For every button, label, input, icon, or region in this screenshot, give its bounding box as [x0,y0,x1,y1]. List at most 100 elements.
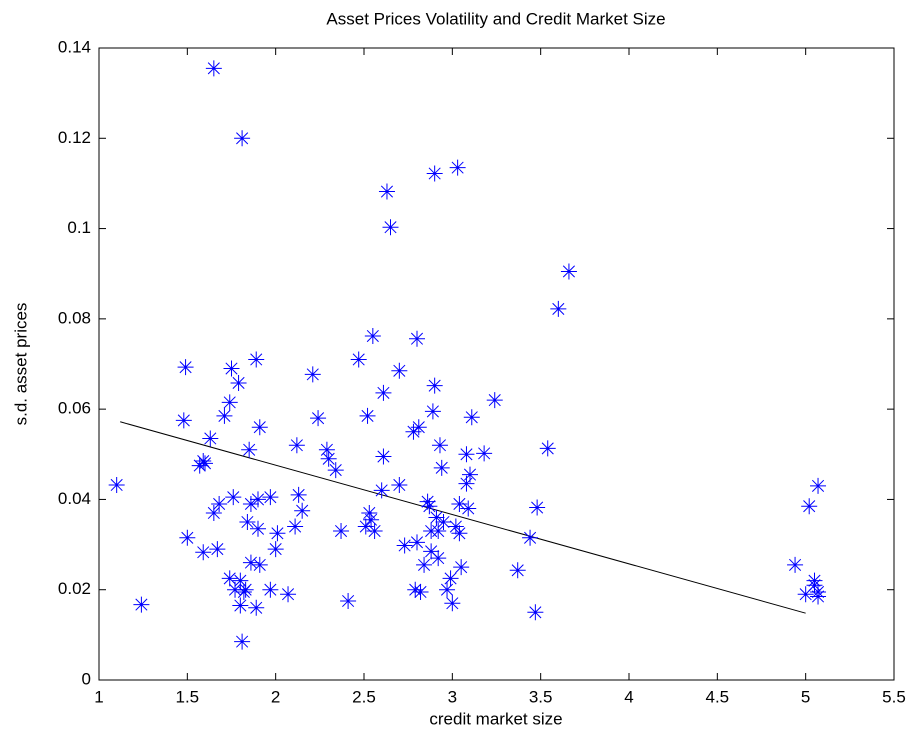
scatter-marker [424,403,441,420]
scatter-marker [221,570,238,587]
scatter-marker [426,377,443,394]
scatter-marker [250,520,266,537]
scatter-marker [177,359,194,376]
x-tick-label: 4.5 [706,687,730,706]
scatter-marker [175,412,192,429]
x-tick-label: 1 [94,687,103,706]
scatter-marker [373,482,390,499]
scatter-marker [527,604,544,621]
y-tick-label: 0 [82,669,91,688]
scatter-marker [232,572,249,589]
scatter-marker [364,328,381,345]
scatter-marker [431,437,448,454]
scatter-marker [423,543,440,560]
scatter-marker [363,511,380,528]
scatter-marker [810,588,827,605]
scatter-marker [239,514,256,530]
scatter-marker [318,441,335,458]
scatter-marker [409,330,425,347]
scatter-marker [801,498,818,515]
y-tick-label: 0.02 [58,579,91,598]
scatter-marker [216,407,233,424]
scatter-marker [242,554,259,571]
scatter-marker [458,475,475,492]
x-tick-label: 2.5 [352,687,376,706]
scatter-marker [391,362,408,379]
scatter-marker [439,581,456,598]
scatter-marker [476,445,493,462]
scatter-marker [287,518,304,535]
scatter-marker [375,384,392,401]
scatter-marker [241,441,258,458]
scatter-marker [350,351,367,368]
scatter-marker [444,595,461,612]
scatter-marker [179,529,196,546]
scatter-marker [447,518,464,535]
scatter-marker [262,489,279,506]
scatter-marker [361,504,378,521]
scatter-marker [486,392,503,409]
chart-title: Asset Prices Volatility and Credit Marke… [326,9,665,28]
scatter-marker [433,459,450,476]
scatter-marker [396,537,413,554]
scatter-marker [211,495,228,512]
scatter-marker [227,581,244,598]
scatter-marker [340,593,357,609]
x-tick-label: 3 [448,687,457,706]
scatter-marker [522,529,539,546]
scatter-marker [225,489,242,506]
scatter-marker [453,559,470,576]
scatter-marker [133,596,150,613]
scatter-marker [421,498,438,515]
scatter-marker [435,514,452,530]
scatter-marker [269,525,286,542]
scatter-marker [410,419,427,436]
fit-line [120,421,806,614]
scatter-marker [320,450,337,467]
scatter-marker [251,419,268,436]
y-tick-label: 0.1 [67,218,91,237]
scatter-marker [205,504,222,521]
scatter-marker [310,410,327,427]
scatter-marker [288,437,305,454]
scatter-marker [223,360,240,377]
scatter-marker [195,544,212,561]
scatter-marker [205,60,222,77]
scatter-marker [806,572,823,589]
x-axis-label: credit market size [429,709,562,728]
scatter-marker [230,374,247,391]
scatter-marker [248,599,265,616]
scatter-marker [539,440,556,457]
scatter-marker [290,486,307,503]
y-tick-label: 0.08 [58,308,91,327]
scatter-marker [333,523,350,540]
scatter-marker [430,523,447,540]
scatter-marker [810,477,827,494]
scatter-marker [449,159,466,176]
scatter-marker [451,495,468,512]
scatter-marker [419,493,436,510]
scatter-marker [202,430,219,447]
scatter-marker [458,446,475,463]
x-tick-label: 1.5 [176,687,200,706]
scatter-marker [366,523,383,540]
scatter-marker [550,300,567,317]
scatter-marker [294,502,311,519]
scatter-marker [382,219,399,236]
scatter-marker [462,466,478,483]
scatter-marker [234,130,251,147]
scatter-marker [248,351,265,368]
scatter-marker [357,518,374,535]
scatter-marker [242,495,259,512]
scatter-marker [409,534,425,551]
scatter-marker [209,541,226,558]
scatter-marker [405,423,422,440]
x-tick-label: 3.5 [529,687,553,706]
scatter-marker [407,581,424,598]
scatter-marker [391,476,408,493]
scatter-marker [375,448,392,465]
y-tick-label: 0.14 [58,37,91,56]
scatter-marker [463,409,480,426]
